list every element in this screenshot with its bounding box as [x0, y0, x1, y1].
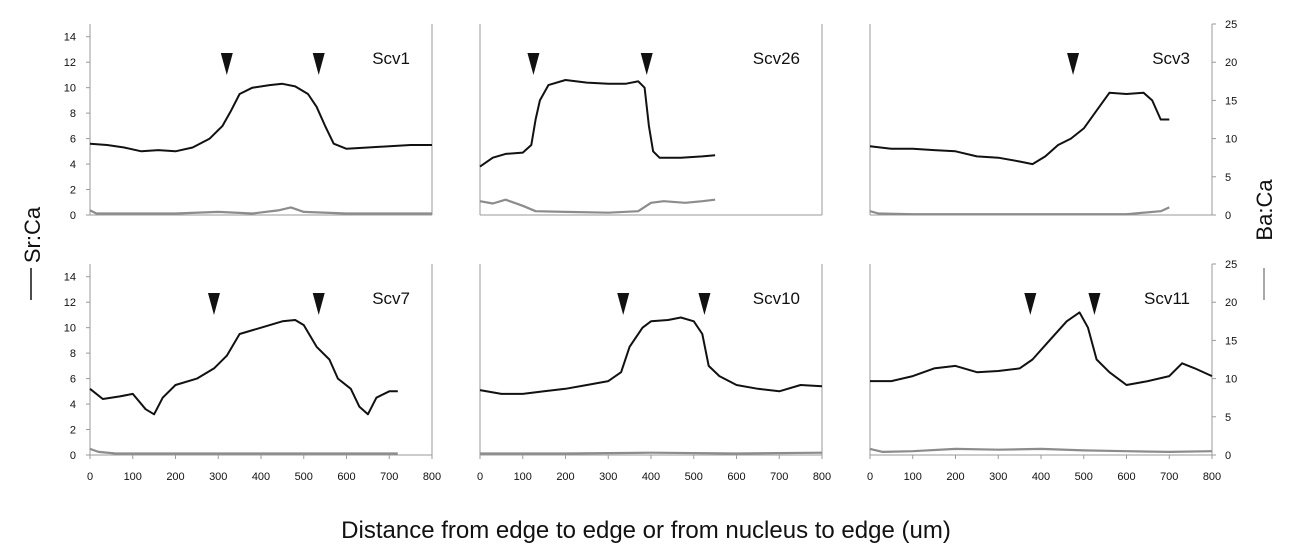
- boundary-marker-triangle: [1024, 293, 1037, 315]
- sr-ca-line-scv10: [479, 316, 823, 395]
- ba-ca-line-scv7: [89, 447, 398, 455]
- x-tick-label: 500: [295, 471, 313, 483]
- x-tick-label: 200: [556, 471, 574, 483]
- y-axis-title-right: Ba:Ca: [1252, 179, 1277, 241]
- x-tick-label: 400: [642, 471, 660, 483]
- x-tick-label: 200: [166, 471, 184, 483]
- y-tick-label-left: 2: [70, 185, 76, 197]
- y-axis-title-left: Sr:Ca: [20, 206, 45, 263]
- y-tick-label-right: 15: [1225, 335, 1237, 347]
- y-tick-label-right: 15: [1225, 95, 1237, 107]
- y-tick-label-left: 6: [70, 134, 76, 146]
- boundary-marker-triangle: [1088, 293, 1101, 315]
- y-tick-label-left: 14: [64, 272, 76, 284]
- y-tick-label-right: 5: [1225, 412, 1231, 424]
- y-tick-label-right: 5: [1225, 172, 1231, 184]
- boundary-marker-triangle: [1067, 53, 1080, 75]
- x-tick-label: 800: [423, 471, 441, 483]
- ba-ca-line-scv1: [89, 206, 432, 215]
- y-tick-label-left: 4: [70, 399, 76, 411]
- ba-ca-line-scv10: [480, 451, 823, 455]
- y-tick-label-right: 25: [1225, 19, 1237, 31]
- sr-ca-line-scv11: [870, 311, 1213, 386]
- y-tick-label-left: 6: [70, 374, 76, 386]
- y-tick-label-right: 20: [1225, 297, 1237, 309]
- x-tick-label: 0: [867, 471, 873, 483]
- x-tick-label: 800: [1203, 471, 1221, 483]
- panel-label-scv11: Scv11: [1144, 289, 1190, 308]
- x-tick-label: 700: [380, 471, 398, 483]
- y-tick-label-left: 4: [70, 159, 76, 171]
- y-tick-label-left: 10: [64, 323, 76, 335]
- x-tick-label: 300: [989, 471, 1007, 483]
- sr-ca-line-scv7: [89, 319, 398, 416]
- boundary-marker-triangle: [640, 53, 653, 75]
- x-tick-label: 500: [1075, 471, 1093, 483]
- boundary-marker-triangle: [220, 53, 233, 75]
- x-tick-label: 400: [1032, 471, 1050, 483]
- boundary-marker-triangle: [617, 293, 630, 315]
- y-tick-label-left: 0: [70, 450, 76, 462]
- panel-label-scv1: Scv1: [372, 49, 410, 68]
- sr-ca-line-scv26: [479, 79, 716, 168]
- sr-ca-line-scv1: [89, 82, 432, 153]
- y-tick-label-left: 10: [64, 83, 76, 95]
- y-tick-label-right: 10: [1225, 374, 1237, 386]
- x-axis-title: Distance from edge to edge or from nucle…: [341, 517, 951, 544]
- x-tick-label: 0: [87, 471, 93, 483]
- y-tick-label-right: 0: [1225, 210, 1231, 222]
- x-tick-label: 100: [124, 471, 142, 483]
- y-tick-label-left: 12: [64, 297, 76, 309]
- ba-ca-line-scv11: [869, 447, 1213, 453]
- panel-label-scv26: Scv26: [753, 49, 800, 68]
- x-tick-label: 100: [514, 471, 532, 483]
- panel-label-scv3: Scv3: [1152, 49, 1190, 68]
- boundary-marker-triangle: [527, 53, 540, 75]
- x-tick-label: 800: [813, 471, 831, 483]
- ba-ca-line-scv26: [479, 198, 716, 214]
- x-tick-label: 0: [477, 471, 483, 483]
- boundary-marker-triangle: [312, 293, 325, 315]
- boundary-marker-triangle: [207, 293, 220, 315]
- boundary-marker-triangle: [312, 53, 325, 75]
- x-tick-label: 700: [1160, 471, 1178, 483]
- y-tick-label-right: 25: [1225, 259, 1237, 271]
- y-tick-label-left: 2: [70, 425, 76, 437]
- x-tick-label: 300: [599, 471, 617, 483]
- ba-ca-line-scv3: [869, 206, 1170, 216]
- y-tick-label-right: 0: [1225, 450, 1231, 462]
- y-tick-label-left: 0: [70, 210, 76, 222]
- boundary-marker-triangle: [698, 293, 711, 315]
- panel-label-scv10: Scv10: [753, 289, 800, 308]
- y-tick-label-left: 8: [70, 348, 76, 360]
- x-tick-label: 100: [904, 471, 922, 483]
- x-tick-label: 700: [770, 471, 788, 483]
- x-tick-label: 500: [685, 471, 703, 483]
- x-tick-label: 200: [946, 471, 964, 483]
- x-tick-label: 600: [1117, 471, 1135, 483]
- x-tick-label: 600: [727, 471, 745, 483]
- panel-label-scv7: Scv7: [372, 289, 410, 308]
- x-tick-label: 400: [252, 471, 270, 483]
- x-tick-label: 600: [337, 471, 355, 483]
- y-tick-label-left: 8: [70, 108, 76, 120]
- sr-ca-line-scv3: [869, 91, 1170, 166]
- y-tick-label-left: 12: [64, 57, 76, 69]
- y-tick-label-left: 14: [64, 32, 76, 44]
- y-tick-label-right: 20: [1225, 57, 1237, 69]
- x-tick-label: 300: [209, 471, 227, 483]
- y-tick-label-right: 10: [1225, 134, 1237, 146]
